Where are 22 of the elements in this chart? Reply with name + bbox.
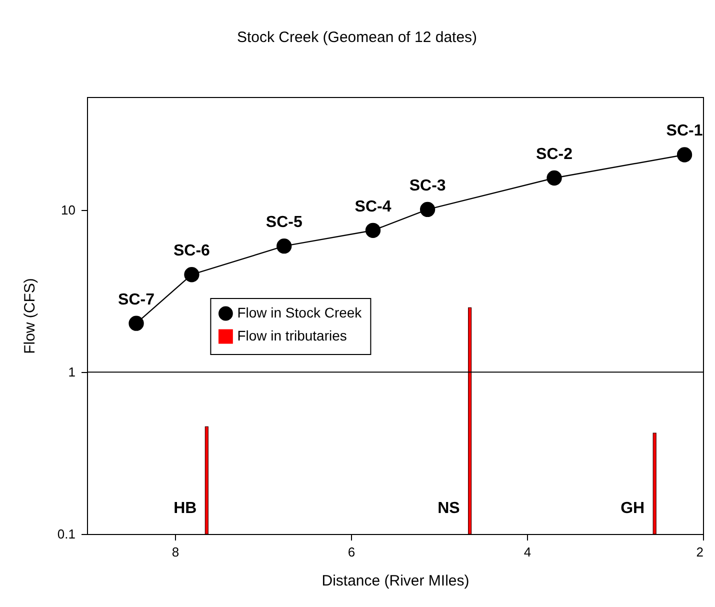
y-tick-label: 1 (68, 364, 76, 380)
annotation: SC-5 (266, 214, 302, 232)
legend-label: Flow in tributaries (237, 328, 347, 344)
annotation: SC-6 (173, 242, 210, 260)
y-tick-label: 0.1 (57, 526, 76, 542)
y-axis-title: Flow (CFS) (21, 278, 38, 354)
x-tick-label: 8 (172, 544, 180, 560)
annotation: NS (438, 500, 460, 517)
y-tick-label: 10 (61, 202, 76, 218)
annotation: SC-4 (354, 198, 392, 216)
legend-label: Flow in Stock Creek (237, 304, 363, 321)
annotation: GH (620, 500, 645, 517)
chart-title: Stock Creek (Geomean of 12 dates) (236, 29, 478, 46)
x-tick-label: 2 (696, 544, 704, 560)
x-tick-label: 4 (524, 544, 532, 560)
x-axis-title: Distance (River MIles) (322, 572, 470, 590)
annotation: SC-7 (118, 291, 155, 308)
annotation: SC-3 (409, 177, 446, 194)
annotation: SC-2 (536, 146, 573, 164)
annotation: SC-1 (666, 122, 703, 140)
x-tick-label: 6 (348, 544, 356, 560)
annotation: HB (174, 500, 197, 517)
